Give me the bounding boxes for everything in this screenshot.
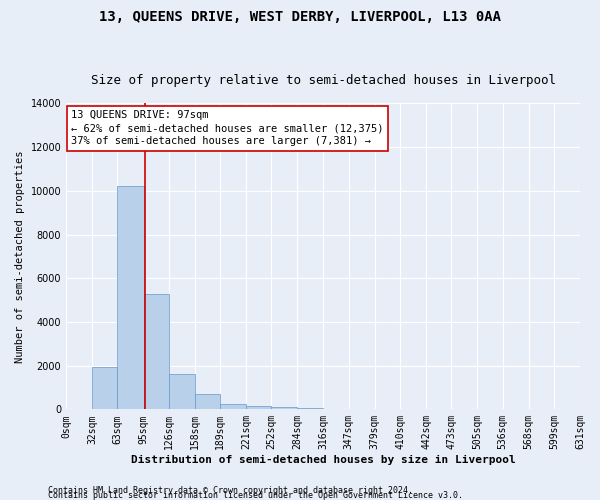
Bar	[195, 394, 220, 409]
Bar	[271, 407, 298, 410]
Bar	[118, 186, 143, 410]
Bar	[143, 294, 169, 410]
Bar	[246, 406, 271, 409]
X-axis label: Distribution of semi-detached houses by size in Liverpool: Distribution of semi-detached houses by …	[131, 455, 515, 465]
Text: Contains public sector information licensed under the Open Government Licence v3: Contains public sector information licen…	[48, 491, 463, 500]
Bar	[169, 374, 195, 410]
Text: Contains HM Land Registry data © Crown copyright and database right 2024.: Contains HM Land Registry data © Crown c…	[48, 486, 413, 495]
Bar	[220, 404, 246, 409]
Text: 13 QUEENS DRIVE: 97sqm
← 62% of semi-detached houses are smaller (12,375)
37% of: 13 QUEENS DRIVE: 97sqm ← 62% of semi-det…	[71, 110, 383, 146]
Bar	[92, 366, 118, 410]
Title: Size of property relative to semi-detached houses in Liverpool: Size of property relative to semi-detach…	[91, 74, 556, 87]
Y-axis label: Number of semi-detached properties: Number of semi-detached properties	[15, 150, 25, 362]
Text: 13, QUEENS DRIVE, WEST DERBY, LIVERPOOL, L13 0AA: 13, QUEENS DRIVE, WEST DERBY, LIVERPOOL,…	[99, 10, 501, 24]
Bar	[298, 408, 323, 410]
